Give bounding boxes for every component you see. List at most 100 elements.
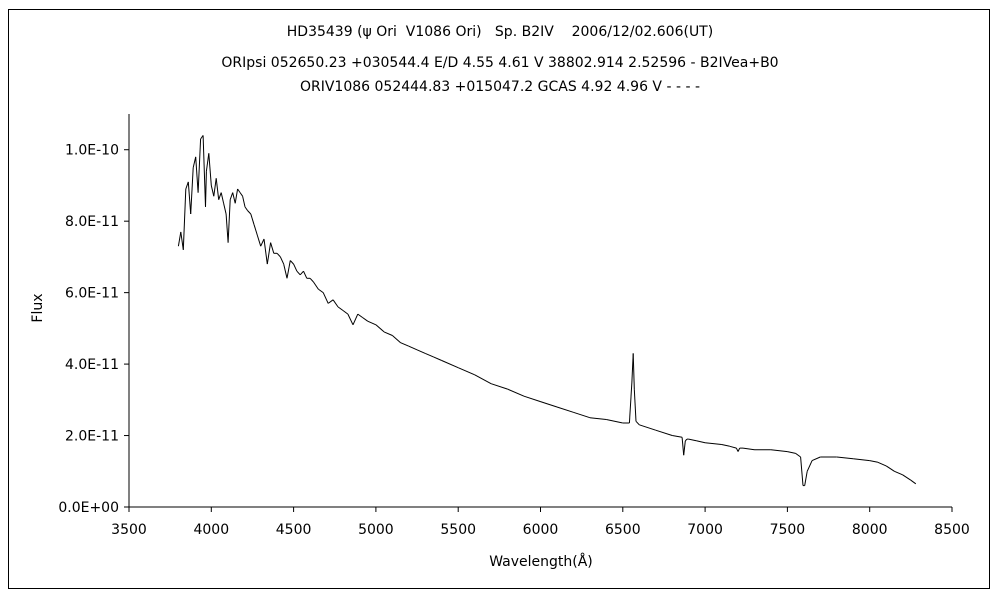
spectrum-segment (229, 192, 234, 200)
x-tick-label: 3500 (111, 522, 147, 538)
spectrum-segment (232, 192, 236, 204)
spectrum-segment (425, 352, 434, 358)
spectrum-segment (239, 192, 244, 197)
spectrum-segment (490, 383, 508, 390)
spectrum-segment (474, 374, 492, 385)
y-axis-label: Flux (30, 293, 46, 322)
spectrum-segment (220, 192, 225, 204)
spectrum-segment (885, 465, 895, 472)
spectrum-segment (266, 242, 272, 265)
spectrum-segment (332, 299, 339, 308)
spectrum-segment (383, 331, 393, 336)
x-axis-label: Wavelength(Å) (489, 553, 593, 570)
spectrum-segment (244, 206, 248, 211)
spectrum-segment (185, 181, 189, 190)
x-tick-label: 6000 (523, 522, 559, 538)
chart-ticks: 3500 4000 4500 5000 5500 6000 6500 7000 7500 8000… (58, 143, 969, 538)
spectrum-segment (296, 270, 301, 276)
y-tick-label: 1.0E-10 (65, 143, 119, 159)
spectrum-segment (869, 460, 879, 463)
spectrum-segment (279, 256, 285, 265)
spectrum-segment (408, 345, 418, 351)
spectrum-segment (289, 260, 294, 265)
spectrum-segment (318, 288, 324, 294)
spectrum-segment (836, 456, 854, 460)
y-tick-label: 4.0E-11 (65, 357, 119, 373)
spectrum-segment (742, 447, 755, 451)
spectrum-segment (202, 135, 206, 207)
spectrum-segment (556, 406, 574, 413)
spectrum-segment (225, 213, 229, 243)
spectrum-segment (362, 317, 368, 322)
spectrum-segment (683, 440, 686, 456)
x-tick-label: 7000 (687, 522, 723, 538)
spectrum-segment (632, 353, 635, 390)
spectrum-segment (795, 452, 801, 458)
chart-title-line-1: HD35439 (ψ Ori V1086 Ori) Sp. B2IV 2006/… (286, 24, 714, 40)
spectrum-segment (681, 437, 685, 456)
spectrum-segment (234, 188, 239, 204)
spectrum-segment (606, 419, 623, 424)
spectrum-segment (256, 235, 262, 247)
spectrum-segment (853, 458, 870, 462)
chart-axes (128, 114, 952, 508)
x-tick-label: 5500 (440, 522, 476, 538)
spectrum-segment (639, 424, 656, 431)
spectrum-segment (357, 313, 363, 319)
spectrum-segment (635, 420, 640, 426)
spectrum-segment (299, 270, 304, 276)
spectrum-segment (688, 438, 698, 442)
spectrum-segment (342, 310, 349, 315)
spectrum-segment (811, 456, 821, 462)
chart-title-line-3: ORIV1086 052444.83 +015047.2 GCAS 4.92 4… (299, 79, 701, 95)
spectrum-segment (458, 367, 475, 376)
spectrum-segment (507, 388, 525, 397)
spectrum-segment (628, 381, 633, 424)
spectrum-segment (721, 444, 730, 447)
spectrum-segment (800, 456, 804, 486)
spectrum-segment (902, 474, 912, 481)
spectrum-segment (177, 231, 182, 247)
x-tick-label: 8500 (934, 522, 970, 538)
spectrum-segment (787, 451, 796, 454)
spectrum-segment (327, 299, 334, 304)
spectrum-segment (180, 231, 184, 250)
x-tick-label: 7500 (770, 522, 806, 538)
x-tick-label: 6500 (605, 522, 641, 538)
spectrum-segment (253, 224, 258, 236)
spectrum-segment (633, 389, 637, 422)
y-tick-label: 0.0E+00 (58, 500, 119, 516)
x-tick-label: 8000 (852, 522, 888, 538)
spectrum-segment (195, 156, 199, 193)
spectrum-segment (283, 263, 288, 279)
spectrum-segment (729, 445, 737, 449)
spectrum-segment (347, 313, 354, 326)
spectrum-segment (375, 324, 385, 333)
spectrum-segment (804, 471, 808, 486)
spectrum-segment (242, 196, 246, 208)
spectrum-segment (910, 479, 917, 485)
spectrum-segment (250, 213, 255, 225)
spectrum-segment (523, 395, 541, 403)
spectrum-segment (227, 199, 231, 243)
x-tick-label: 4500 (276, 522, 312, 538)
spectrum-segment (540, 401, 558, 408)
spectrum-segment (293, 263, 298, 272)
spectrum-segment (286, 260, 291, 279)
series-layer (177, 135, 917, 487)
chart-frame (8, 9, 990, 589)
spectrum-segment (705, 442, 722, 445)
spectrum-segment (260, 238, 265, 247)
spectrum-segment (416, 349, 426, 354)
spectrum-segment (205, 171, 207, 207)
spectrum-segment (352, 313, 359, 326)
spectrum-segment (589, 417, 607, 420)
spectrum-segment (806, 460, 813, 472)
x-tick-label: 5000 (358, 522, 394, 538)
spectrum-segment (309, 277, 314, 283)
spectrum-segment (197, 138, 202, 193)
spectrum-segment (192, 156, 197, 168)
spectrum-segment (215, 178, 220, 200)
spectrum-segment (247, 210, 252, 215)
